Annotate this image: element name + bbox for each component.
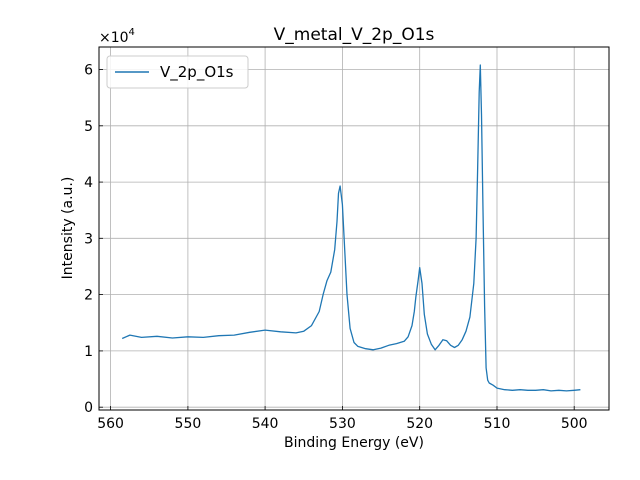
y-multiplier-base: ×10 (99, 30, 129, 46)
legend: V_2p_O1s (106, 55, 249, 89)
legend-box (106, 55, 249, 89)
x-axis-label: Binding Energy (eV) (284, 435, 424, 451)
y-tick-label: 4 (84, 175, 93, 191)
y-tick-label: 6 (84, 63, 93, 79)
plot-frame (98, 46, 610, 411)
y-tick-label: 3 (84, 231, 93, 247)
x-tick-label: 520 (406, 416, 433, 432)
grid (99, 47, 609, 410)
y-tick-label: 0 (84, 400, 93, 416)
legend-label-v-2p-o1s: V_2p_O1s (160, 63, 234, 82)
x-tick-label: 560 (97, 416, 124, 432)
x-tick-label: 530 (329, 416, 356, 432)
y-multiplier-exponent: 4 (129, 27, 135, 38)
y-axis-label: Intensity (a.u.) (60, 177, 76, 280)
y-tick-label: 5 (84, 119, 93, 135)
y-multiplier: ×104 (99, 27, 135, 46)
x-tick-label: 500 (561, 416, 588, 432)
chart-title: V_metal_V_2p_O1s (274, 25, 435, 45)
ticks: 560 550 540 530 520 510 500 0 1 2 3 4 5 6 (84, 63, 587, 433)
x-tick-label: 550 (175, 416, 202, 432)
y-tick-label: 1 (84, 344, 93, 360)
svg-text:×104: ×104 (99, 27, 135, 46)
series-layer (121, 64, 581, 392)
x-tick-label: 510 (484, 416, 511, 432)
x-tick-label: 540 (252, 416, 279, 432)
y-tick-label: 2 (84, 288, 93, 304)
series-line-v-2p-o1s (121, 64, 581, 392)
